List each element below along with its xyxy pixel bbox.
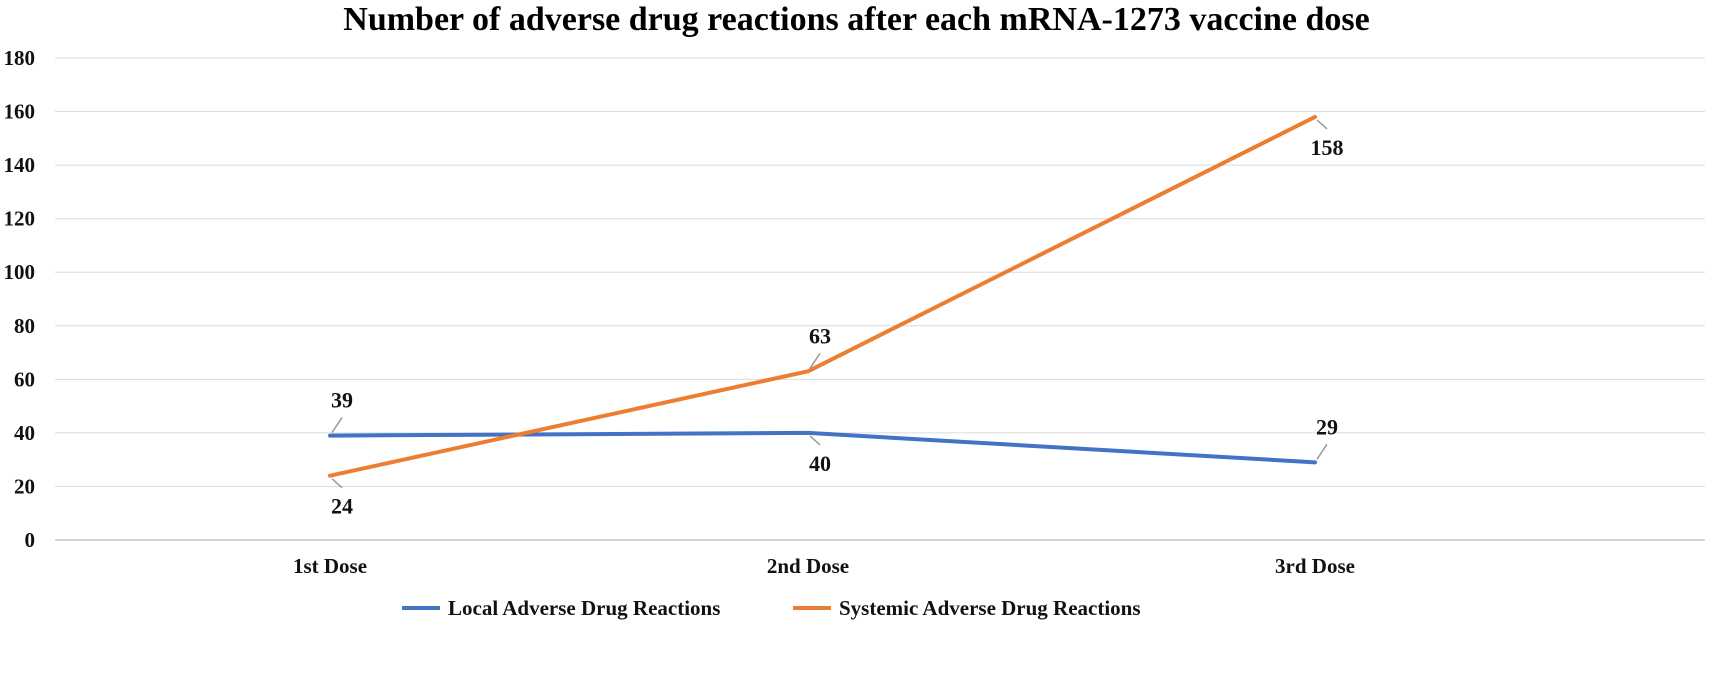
series-line	[328, 114, 1317, 478]
y-axis-tick-labels: 0 20 40 60 80 100 120 140 160 180	[4, 46, 36, 552]
chart-title: Number of adverse drug reactions after e…	[343, 1, 1370, 38]
data-label: 63	[809, 323, 831, 348]
y-tick-label: 40	[14, 421, 35, 445]
legend-label: Local Adverse Drug Reactions	[448, 596, 720, 620]
x-tick-label: 2nd Dose	[767, 554, 849, 578]
y-tick-label: 20	[14, 474, 35, 498]
series-lines	[328, 114, 1317, 478]
y-tick-label: 0	[25, 528, 36, 552]
legend-label: Systemic Adverse Drug Reactions	[839, 596, 1141, 620]
data-label: 39	[331, 388, 353, 413]
gridlines	[55, 57, 1705, 541]
y-tick-label: 100	[4, 260, 36, 284]
data-label-leader	[809, 352, 821, 369]
data-label-leader	[1316, 119, 1328, 130]
data-label: 158	[1311, 135, 1344, 160]
y-tick-label: 120	[4, 207, 36, 231]
data-label: 24	[331, 494, 353, 519]
data-label-leader	[1316, 443, 1328, 460]
y-tick-label: 140	[4, 153, 36, 177]
data-label: 29	[1316, 414, 1338, 439]
x-tick-label: 3rd Dose	[1275, 554, 1355, 578]
y-tick-label: 60	[14, 367, 35, 391]
data-label-leader	[331, 478, 343, 489]
data-label: 40	[809, 451, 831, 476]
x-axis-tick-labels: 1st Dose 2nd Dose 3rd Dose	[293, 554, 1355, 578]
data-label-leader	[809, 435, 821, 446]
series-line	[328, 430, 1317, 465]
y-tick-label: 160	[4, 100, 36, 124]
y-tick-label: 180	[4, 46, 36, 70]
y-tick-label: 80	[14, 314, 35, 338]
x-tick-label: 1st Dose	[293, 554, 367, 578]
data-labels: 39 40 29 24 63 158	[331, 119, 1344, 519]
data-label-leader	[331, 417, 343, 433]
legend: Local Adverse Drug Reactions Systemic Adv…	[402, 596, 1141, 620]
